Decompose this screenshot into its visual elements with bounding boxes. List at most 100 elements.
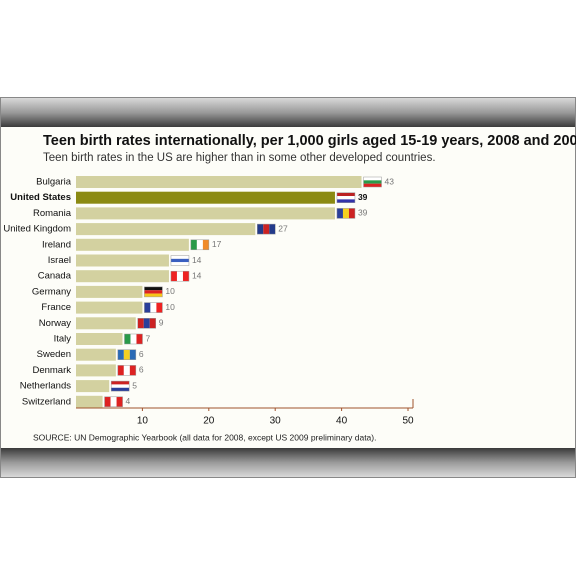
chart-subtitle: Teen birth rates in the US are higher th…: [43, 152, 436, 164]
top-band: [1, 98, 575, 127]
flag-border: [137, 318, 157, 329]
flag-border: [336, 208, 356, 219]
bar: [76, 270, 169, 283]
bar: [76, 254, 169, 267]
bar: [76, 348, 116, 361]
flag-stripe: [144, 293, 163, 297]
bar: [76, 380, 110, 393]
flag-stripe: [363, 180, 382, 184]
x-tick-label: 30: [270, 416, 282, 427]
y-tick-label: Sweden: [37, 349, 71, 360]
flag-stripe: [129, 349, 136, 360]
y-tick-label: United Kingdom: [3, 224, 71, 235]
flag-stripe: [336, 199, 355, 203]
flag-stripe: [336, 196, 355, 200]
flag-border: [117, 365, 137, 376]
value-label: 5: [132, 380, 137, 390]
value-label: 17: [212, 239, 222, 249]
value-label: 6: [139, 349, 144, 359]
value-label: 9: [159, 318, 164, 328]
y-tick-label: France: [41, 302, 71, 313]
y-tick-label: Denmark: [32, 365, 71, 376]
flag-stripe: [117, 349, 124, 360]
bar: [76, 223, 256, 236]
flag-stripe: [123, 349, 130, 360]
y-tick-label: Italy: [54, 334, 72, 345]
flag-stripe: [336, 192, 355, 197]
flag-stripe: [116, 396, 123, 407]
flag-stripe: [117, 365, 124, 376]
bar: [76, 333, 123, 345]
flag-stripe: [257, 224, 264, 235]
chart-title: Teen birth rates internationally, per 1,…: [43, 133, 576, 149]
y-tick-label: Canada: [38, 271, 72, 282]
source-note: SOURCE: UN Demographic Yearbook (all dat…: [33, 432, 376, 442]
value-label: 39: [358, 192, 368, 202]
flag-stripe: [123, 365, 130, 376]
y-tick-label: Bulgaria: [36, 177, 72, 188]
value-label: 10: [165, 302, 175, 312]
flag-stripe: [150, 302, 157, 313]
flag-stripe: [263, 224, 270, 235]
flag-border: [104, 396, 123, 408]
bar: [76, 191, 335, 204]
flag-stripe: [111, 384, 130, 388]
flag-stripe: [348, 208, 355, 219]
value-label: 43: [385, 176, 395, 186]
bar: [76, 238, 189, 251]
value-label: 27: [278, 223, 288, 233]
flag-stripe: [170, 255, 189, 259]
x-tick-label: 50: [402, 416, 414, 427]
flag-border: [144, 286, 163, 298]
flag-stripe: [129, 365, 136, 376]
flag-stripe: [176, 271, 183, 282]
flag-border: [170, 270, 190, 282]
flag-stripe: [144, 290, 163, 294]
flag-stripe: [182, 271, 189, 282]
value-label: 14: [192, 270, 202, 280]
bar: [76, 364, 116, 377]
y-tick-label: Netherlands: [20, 381, 71, 392]
x-tick-label: 20: [203, 416, 215, 427]
flag-stripe: [144, 286, 163, 291]
flag-stripe: [202, 239, 209, 250]
y-tick-label: Ireland: [42, 239, 71, 250]
bar: [76, 207, 335, 220]
bar: [76, 285, 143, 298]
bar: [76, 301, 143, 314]
flag-stripe: [149, 318, 156, 329]
flag-stripe: [111, 387, 130, 392]
flag-stripe: [170, 262, 189, 266]
value-label: 4: [126, 396, 131, 406]
value-label: 7: [145, 333, 150, 343]
flag-stripe: [111, 381, 130, 385]
flag-stripe: [190, 239, 197, 250]
y-tick-label: Norway: [39, 318, 71, 329]
y-tick-label: United States: [10, 192, 71, 203]
flag-stripe: [342, 208, 349, 219]
flag-stripe: [137, 318, 144, 329]
flag-border: [117, 349, 137, 360]
value-label: 14: [192, 255, 202, 265]
y-tick-label: Romania: [33, 208, 72, 219]
bar: [76, 395, 103, 408]
flag-stripe: [269, 224, 276, 235]
y-tick-label: Israel: [48, 255, 71, 266]
flag-stripe: [143, 318, 150, 329]
value-label: 10: [165, 286, 175, 296]
flag-border: [363, 176, 382, 188]
value-label: 39: [358, 208, 368, 218]
flag-stripe: [144, 302, 151, 313]
flag-stripe: [196, 239, 203, 250]
flag-border: [190, 239, 210, 251]
x-tick-label: 10: [137, 416, 149, 427]
flag-border: [336, 192, 356, 203]
flag-stripe: [363, 183, 382, 187]
flag-stripe: [124, 334, 131, 344]
y-tick-label: Switzerland: [22, 396, 71, 407]
bottom-band: [1, 448, 575, 477]
bar: [76, 317, 136, 330]
flag-stripe: [156, 302, 163, 313]
